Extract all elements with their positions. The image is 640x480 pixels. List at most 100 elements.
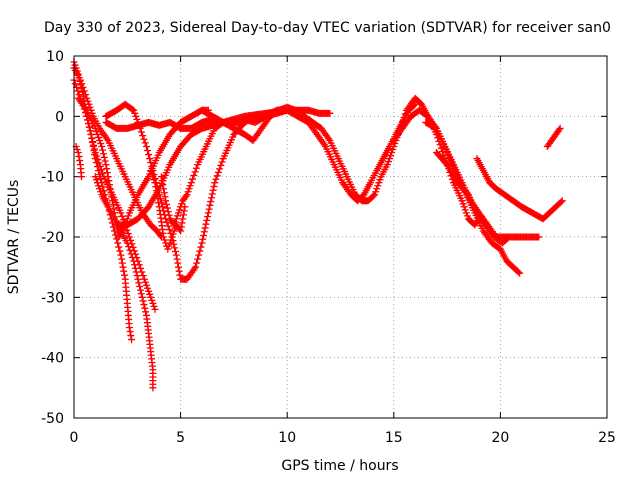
- data-point: [373, 185, 381, 193]
- data-point: [137, 286, 145, 294]
- data-point: [91, 124, 99, 132]
- data-point: [120, 271, 128, 279]
- data-point: [133, 115, 141, 123]
- data-point: [141, 304, 149, 312]
- data-point: [191, 168, 199, 176]
- data-point: [372, 188, 380, 196]
- data-point: [74, 87, 82, 95]
- series-track-i: [102, 106, 334, 132]
- data-point: [150, 176, 158, 184]
- data-point: [148, 170, 156, 178]
- data-point: [132, 268, 140, 276]
- data-point: [152, 187, 160, 195]
- data-point: [92, 176, 100, 184]
- data-point: [123, 239, 131, 247]
- data-point: [140, 301, 148, 309]
- data-point: [117, 209, 125, 217]
- data-point: [556, 124, 564, 132]
- y-tick-label: 0: [55, 109, 64, 125]
- data-point: [204, 209, 212, 217]
- data-point: [196, 247, 204, 255]
- data-point: [76, 77, 84, 85]
- data-point: [93, 179, 101, 187]
- data-point: [174, 209, 182, 217]
- tick-labels: 0 5 10 15 20 25 -50 -40 -30 -20 -10 0 10: [41, 49, 616, 446]
- data-point: [134, 275, 142, 283]
- data-point: [181, 203, 189, 211]
- data-point: [179, 215, 187, 223]
- data-point: [147, 293, 155, 301]
- data-point: [101, 157, 109, 165]
- chart-title: Day 330 of 2023, Sidereal Day-to-day VTE…: [44, 20, 611, 36]
- data-point: [203, 216, 211, 224]
- data-point: [118, 259, 126, 267]
- data-point: [88, 138, 96, 146]
- data-point: [170, 240, 178, 248]
- data-point: [139, 297, 147, 305]
- data-point: [160, 233, 168, 241]
- data-point: [130, 106, 138, 114]
- data-point: [173, 255, 181, 263]
- data-point: [149, 299, 157, 307]
- data-point: [505, 233, 513, 241]
- data-point: [171, 247, 179, 255]
- data-point: [206, 201, 214, 209]
- data-point: [192, 263, 200, 271]
- data-point: [108, 197, 116, 205]
- data-point: [127, 250, 135, 258]
- data-point: [369, 192, 377, 200]
- data-point: [504, 234, 512, 242]
- data-point: [91, 173, 99, 181]
- data-point: [162, 197, 170, 205]
- data-point: [79, 92, 87, 100]
- data-point: [142, 143, 150, 150]
- data-point: [117, 251, 125, 259]
- data-point: [157, 173, 165, 181]
- x-tick-label: 15: [385, 430, 403, 446]
- data-point: [163, 200, 171, 208]
- data-point: [111, 213, 119, 221]
- series-track-p: [432, 149, 513, 247]
- data-point: [149, 384, 157, 392]
- data-point: [99, 146, 107, 154]
- data-point: [535, 233, 543, 241]
- data-point: [182, 192, 190, 200]
- data-point: [142, 308, 150, 316]
- data-point: [89, 143, 97, 150]
- data-point: [74, 70, 82, 78]
- data-point: [97, 139, 105, 147]
- y-tick-label: 10: [46, 49, 64, 65]
- data-point: [200, 228, 208, 236]
- data-point: [75, 74, 83, 82]
- series-track-r: [543, 124, 564, 150]
- data-point: [97, 175, 105, 183]
- data-point: [111, 209, 119, 217]
- data-point: [96, 136, 104, 144]
- data-point: [163, 204, 171, 212]
- data-point: [461, 206, 469, 214]
- data-point: [148, 163, 156, 171]
- data-point: [114, 239, 122, 247]
- data-point: [178, 200, 186, 208]
- data-point: [93, 163, 101, 171]
- data-point: [164, 222, 172, 230]
- data-point: [383, 161, 391, 169]
- data-point: [147, 167, 155, 175]
- data-point: [194, 255, 202, 263]
- data-point: [106, 181, 114, 189]
- x-tick-label: 5: [176, 430, 185, 446]
- data-point: [150, 302, 158, 310]
- data-point: [118, 228, 126, 236]
- data-point: [168, 233, 176, 241]
- series-track-m: [262, 100, 419, 205]
- data-point: [144, 284, 152, 292]
- data-point: [100, 153, 108, 161]
- data-point: [463, 189, 471, 197]
- data-point: [189, 175, 197, 183]
- data-point: [178, 219, 186, 227]
- data-point: [160, 189, 168, 197]
- data-point: [187, 179, 195, 187]
- data-point: [374, 182, 382, 190]
- data-point: [169, 230, 177, 238]
- y-tick-label: -30: [41, 290, 64, 306]
